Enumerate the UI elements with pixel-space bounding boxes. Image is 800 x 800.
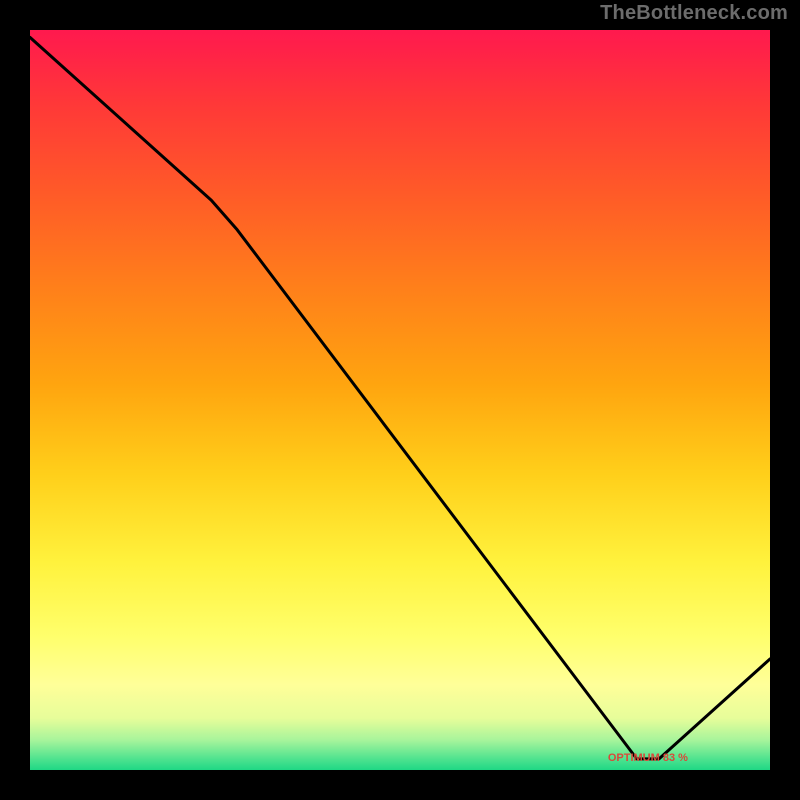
chart-svg [0, 0, 800, 800]
plot-background [30, 30, 770, 770]
optimum-label: OPTIMUM 83 % [608, 752, 688, 764]
watermark-text: TheBottleneck.com [600, 2, 788, 25]
chart-frame: TheBottleneck.com OPTIMUM 83 % [0, 0, 800, 800]
